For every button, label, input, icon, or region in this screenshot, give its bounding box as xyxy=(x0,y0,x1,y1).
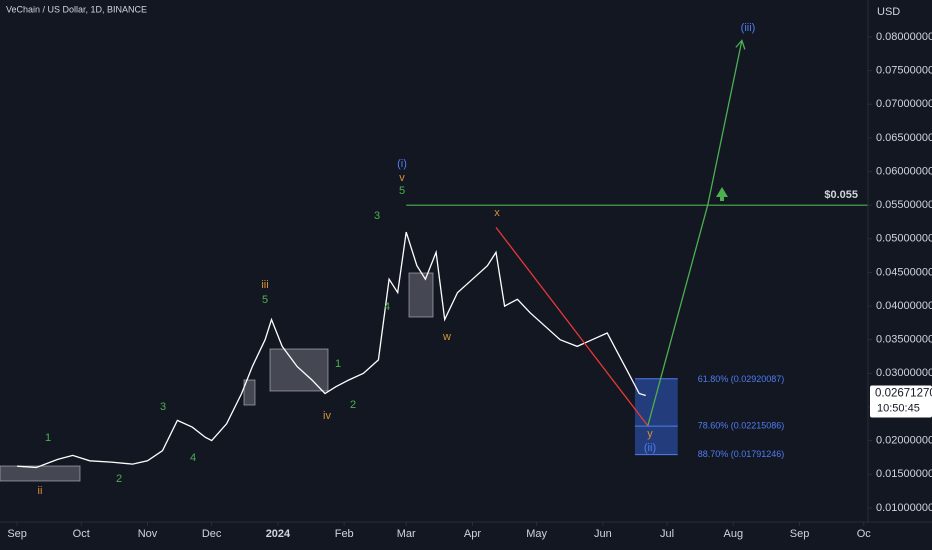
price-tag xyxy=(870,385,932,418)
arrow-head xyxy=(735,39,746,50)
y-tick-label: 0.04500000 xyxy=(876,266,932,278)
price-axis xyxy=(868,0,932,550)
y-tick-label: 0.05000000 xyxy=(876,233,932,245)
fib-label: 78.60% (0.02215086) xyxy=(698,421,785,431)
x-tick-label: 2024 xyxy=(266,528,291,540)
wave-label: 4 xyxy=(190,452,196,464)
up-arrow-icon xyxy=(716,187,728,201)
x-tick-label: Oc xyxy=(857,528,872,540)
y-tick-label: 0.06000000 xyxy=(876,165,932,177)
y-tick-label: 0.03000000 xyxy=(876,367,932,379)
wave-label: x xyxy=(494,207,500,219)
wave-label: iii xyxy=(261,279,268,291)
x-tick-label: Mar xyxy=(397,528,416,540)
wave-label: 2 xyxy=(116,473,122,485)
y-tick-label: 0.03500000 xyxy=(876,334,932,346)
x-tick-label: Dec xyxy=(202,528,222,540)
y-tick-label: 0.04000000 xyxy=(876,300,932,312)
plot-area: 61.80% (0.02920087) 78.60% (0.02215086) 88… xyxy=(17,39,868,469)
wave-labels: ii 1 2 3 4 iii 5 iv 1 2 3 4 (i) v 5 x w … xyxy=(38,22,756,497)
wave-label: 1 xyxy=(335,358,341,370)
wave-label: ii xyxy=(38,485,43,497)
x-tick-label: Oct xyxy=(73,528,90,540)
y-tick-label: 0.07000000 xyxy=(876,98,932,110)
countdown: 10:50:45 xyxy=(877,402,920,414)
projection-line xyxy=(647,40,743,426)
fib-box xyxy=(634,378,678,455)
y-tick-label: 0.07500000 xyxy=(876,65,932,77)
chart-title: VeChain / US Dollar, 1D, BINANCE xyxy=(6,4,147,14)
wave-label: 2 xyxy=(350,399,356,411)
wave-label: 5 xyxy=(399,185,405,197)
fib-label: 61.80% (0.02920087) xyxy=(698,374,785,384)
target-label: $0.055 xyxy=(824,189,858,201)
x-tick-label: Nov xyxy=(138,528,158,540)
wave-label: 1 xyxy=(45,432,51,444)
box xyxy=(408,272,434,318)
x-tick-label: Aug xyxy=(724,528,744,540)
axis-unit: USD xyxy=(877,6,900,18)
wave-label: w xyxy=(442,331,451,343)
wave-label: (iii) xyxy=(741,22,756,34)
box xyxy=(243,379,256,406)
y-tick-label: 0.01500000 xyxy=(876,468,932,480)
x-tick-label: Apr xyxy=(464,528,481,540)
fib-label: 88.70% (0.01791246) xyxy=(698,449,785,459)
axes: 0.010000000.015000000.020000000.02500000… xyxy=(7,31,932,540)
wave-label: (i) xyxy=(397,158,407,170)
box xyxy=(0,465,81,482)
wave-label: v xyxy=(399,172,405,184)
y-tick-label: 0.08000000 xyxy=(876,31,932,43)
x-tick-label: Feb xyxy=(335,528,354,540)
wave-label: y xyxy=(647,428,653,440)
wave-label: iv xyxy=(323,410,331,422)
x-tick-label: May xyxy=(526,528,547,540)
x-tick-label: Sep xyxy=(790,528,810,540)
wave-label: 3 xyxy=(160,401,166,413)
wave-label: (ii) xyxy=(644,442,656,454)
box xyxy=(269,348,329,392)
y-tick-label: 0.06500000 xyxy=(876,132,932,144)
x-tick-label: Jun xyxy=(594,528,612,540)
x-tick-label: Sep xyxy=(7,528,27,540)
price-line xyxy=(17,231,646,469)
y-tick-label: 0.01000000 xyxy=(876,502,932,514)
wave-label: 4 xyxy=(384,301,390,313)
y-tick-label: 0.02000000 xyxy=(876,435,932,447)
x-tick-label: Jul xyxy=(660,528,674,540)
y-tick-label: 0.05500000 xyxy=(876,199,932,211)
wave-label: 5 xyxy=(262,294,268,306)
wave-label: 3 xyxy=(374,210,380,222)
price-tag-label: 0.02671270 xyxy=(875,387,932,399)
projection-line xyxy=(495,227,649,427)
